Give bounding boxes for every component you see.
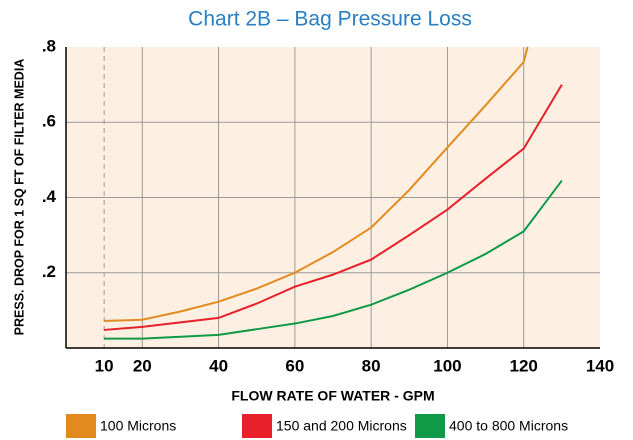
y-tick-label: .4 bbox=[42, 187, 57, 206]
legend-label: 150 and 200 Microns bbox=[276, 418, 407, 434]
series-line bbox=[104, 179, 563, 340]
legend-swatch bbox=[415, 414, 445, 438]
x-tick-label: 10 bbox=[95, 356, 114, 375]
x-tick-label: 80 bbox=[362, 356, 381, 375]
x-axis-label: FLOW RATE OF WATER - GPM bbox=[231, 388, 434, 404]
y-axis-label: PRESS. DROP FOR 1 SQ FT OF FILTER MEDIA bbox=[12, 59, 26, 336]
x-tick-label: 100 bbox=[433, 356, 461, 375]
series-line bbox=[104, 46, 529, 322]
y-tick-label: .2 bbox=[42, 262, 56, 281]
legend-label: 100 Microns bbox=[100, 418, 176, 434]
x-tick-label: 120 bbox=[510, 356, 538, 375]
chart-title: Chart 2B – Bag Pressure Loss bbox=[188, 8, 472, 31]
x-tick-label: 140 bbox=[586, 356, 614, 375]
x-tick-label: 40 bbox=[209, 356, 228, 375]
legend-swatch bbox=[66, 414, 96, 438]
y-tick-label: .6 bbox=[42, 112, 56, 131]
legend-label: 400 to 800 Microns bbox=[449, 418, 568, 434]
legend-swatch bbox=[242, 414, 272, 438]
y-tick-label: .8 bbox=[42, 36, 56, 55]
x-tick-label: 20 bbox=[133, 356, 152, 375]
x-tick-label: 60 bbox=[285, 356, 304, 375]
series-line bbox=[104, 84, 563, 331]
